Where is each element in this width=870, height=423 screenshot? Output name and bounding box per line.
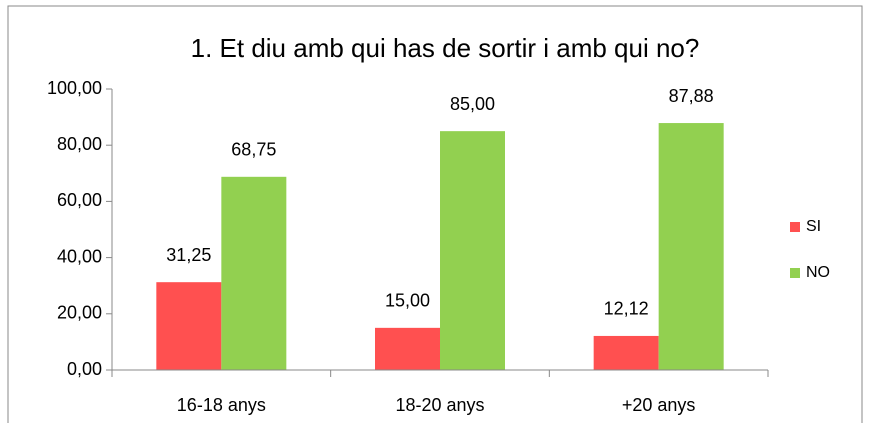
y-tick-label: 80,00 xyxy=(57,134,102,154)
y-tick-label: 40,00 xyxy=(57,246,102,266)
legend-label: SI xyxy=(806,218,821,235)
bar xyxy=(593,335,659,370)
y-tick-label: 60,00 xyxy=(57,190,102,210)
legend-swatch xyxy=(790,222,800,232)
y-tick-label: 20,00 xyxy=(57,303,102,323)
bar xyxy=(658,123,724,371)
bar xyxy=(156,282,222,370)
data-label: 68,75 xyxy=(231,140,276,160)
legend-swatch xyxy=(790,268,800,278)
data-label: 31,25 xyxy=(166,245,211,265)
y-tick-label: 0,00 xyxy=(67,359,102,379)
bar xyxy=(221,176,287,370)
x-tick-label: 18-20 anys xyxy=(395,395,484,415)
legend-label: NO xyxy=(806,264,830,281)
y-tick-label: 100,00 xyxy=(47,78,102,98)
data-label: 87,88 xyxy=(669,86,714,106)
bar xyxy=(375,327,440,370)
bar xyxy=(440,131,505,370)
data-label: 85,00 xyxy=(450,94,495,114)
data-label: 12,12 xyxy=(604,299,649,319)
data-label: 15,00 xyxy=(385,291,430,311)
x-tick-label: 16-18 anys xyxy=(177,395,266,415)
chart-title: 1. Et diu amb qui has de sortir i amb qu… xyxy=(191,33,700,63)
x-tick-label: +20 anys xyxy=(622,395,696,415)
